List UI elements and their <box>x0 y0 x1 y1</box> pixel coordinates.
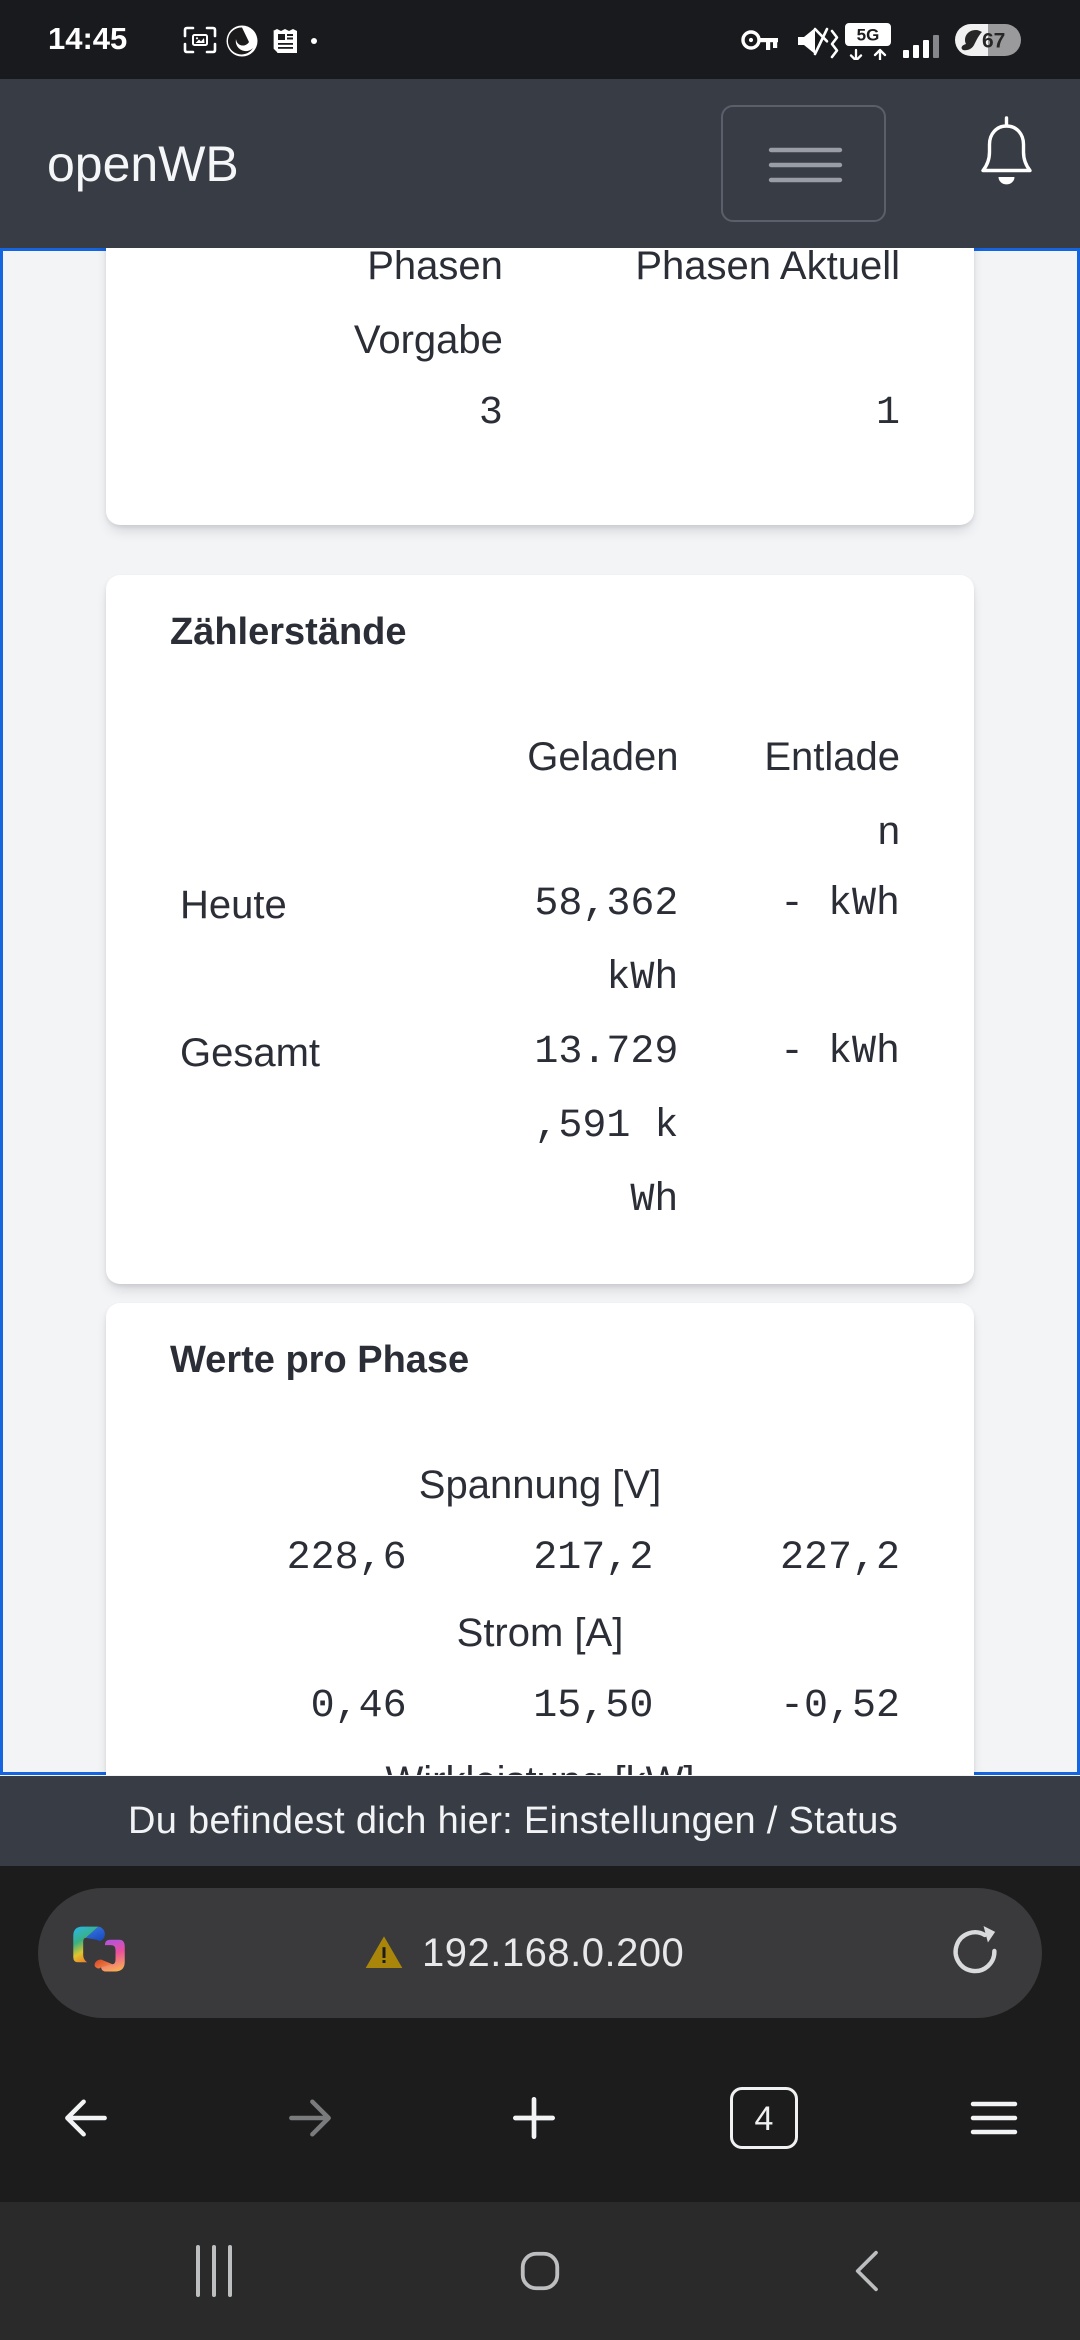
svg-text:5G: 5G <box>857 25 880 44</box>
svg-text:67: 67 <box>982 29 1005 52</box>
svg-text:4: 4 <box>755 2100 774 2138</box>
